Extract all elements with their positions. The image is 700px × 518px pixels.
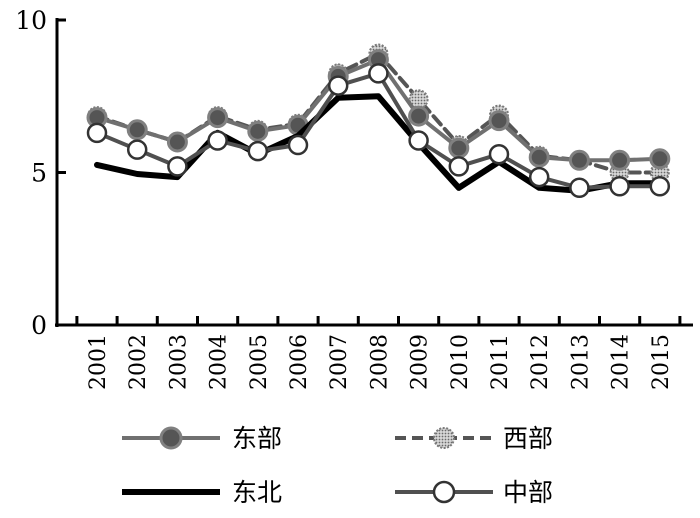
legend-label: 西部 [503, 424, 553, 453]
x-tick-label: 2008 [367, 334, 392, 390]
data-point-east [609, 149, 631, 171]
series-central [86, 63, 671, 198]
legend-marker [432, 480, 456, 504]
data-point-east [247, 120, 269, 142]
data-point-central [569, 177, 590, 198]
legend-label: 东部 [232, 424, 282, 453]
data-point-central [649, 175, 671, 197]
data-point-central [408, 130, 429, 151]
legend-item-east: 东部 [122, 424, 282, 453]
data-point-central [488, 143, 510, 165]
x-tick-label: 2010 [448, 334, 473, 390]
data-point-central [448, 156, 470, 177]
data-point-central [86, 122, 108, 144]
x-tick-label: 2006 [287, 334, 312, 390]
x-tick-label: 2001 [86, 334, 111, 390]
data-point-central [609, 175, 630, 197]
data-point-central [327, 75, 349, 96]
data-point-central [368, 63, 389, 84]
legend-item-northeast: 东北 [122, 478, 282, 507]
y-tick-label: 10 [15, 6, 47, 35]
x-tick-label: 2007 [327, 334, 352, 390]
legend-item-central: 中部 [395, 478, 553, 507]
series-line-northeast [94, 93, 663, 194]
data-point-east [126, 119, 148, 141]
x-tick-label: 2011 [488, 334, 513, 390]
data-point-east [166, 131, 188, 153]
data-point-central [167, 156, 188, 177]
data-point-central [247, 140, 269, 162]
data-point-east [207, 107, 229, 129]
x-tick-label: 2014 [609, 334, 634, 390]
x-tick-label: 2003 [166, 334, 191, 390]
data-point-east [528, 146, 550, 168]
data-point-central [207, 130, 228, 151]
data-point-central [126, 139, 148, 160]
y-tick-label: 5 [31, 159, 47, 188]
legend-marker [433, 427, 455, 449]
data-point-east [448, 137, 470, 159]
data-point-central [287, 134, 309, 156]
x-tick-label: 2004 [207, 334, 232, 390]
axes: 0 5 10 2001 2002 2003 2004 2005 2006 2007 2008 2009… [15, 6, 693, 390]
data-point-east [488, 110, 510, 132]
legend-marker [159, 426, 183, 450]
x-tick-label: 2015 [649, 334, 674, 390]
legend-item-west: 西部 [395, 424, 553, 453]
x-tick-label: 2002 [126, 334, 151, 390]
x-tick-label: 2012 [528, 334, 553, 390]
legend-label: 中部 [503, 478, 553, 507]
data-point-east [568, 149, 590, 171]
y-tick-label: 0 [31, 311, 47, 340]
x-tick-label: 2005 [247, 334, 272, 390]
data-point-east [408, 105, 430, 127]
x-tick-label: 2009 [408, 334, 433, 390]
x-tick-label: 2013 [568, 334, 593, 390]
data-point-central [528, 166, 550, 188]
series-layer [86, 43, 671, 198]
legend-label: 东北 [232, 478, 282, 507]
data-point-east [649, 148, 671, 170]
series-northeast [94, 93, 663, 194]
